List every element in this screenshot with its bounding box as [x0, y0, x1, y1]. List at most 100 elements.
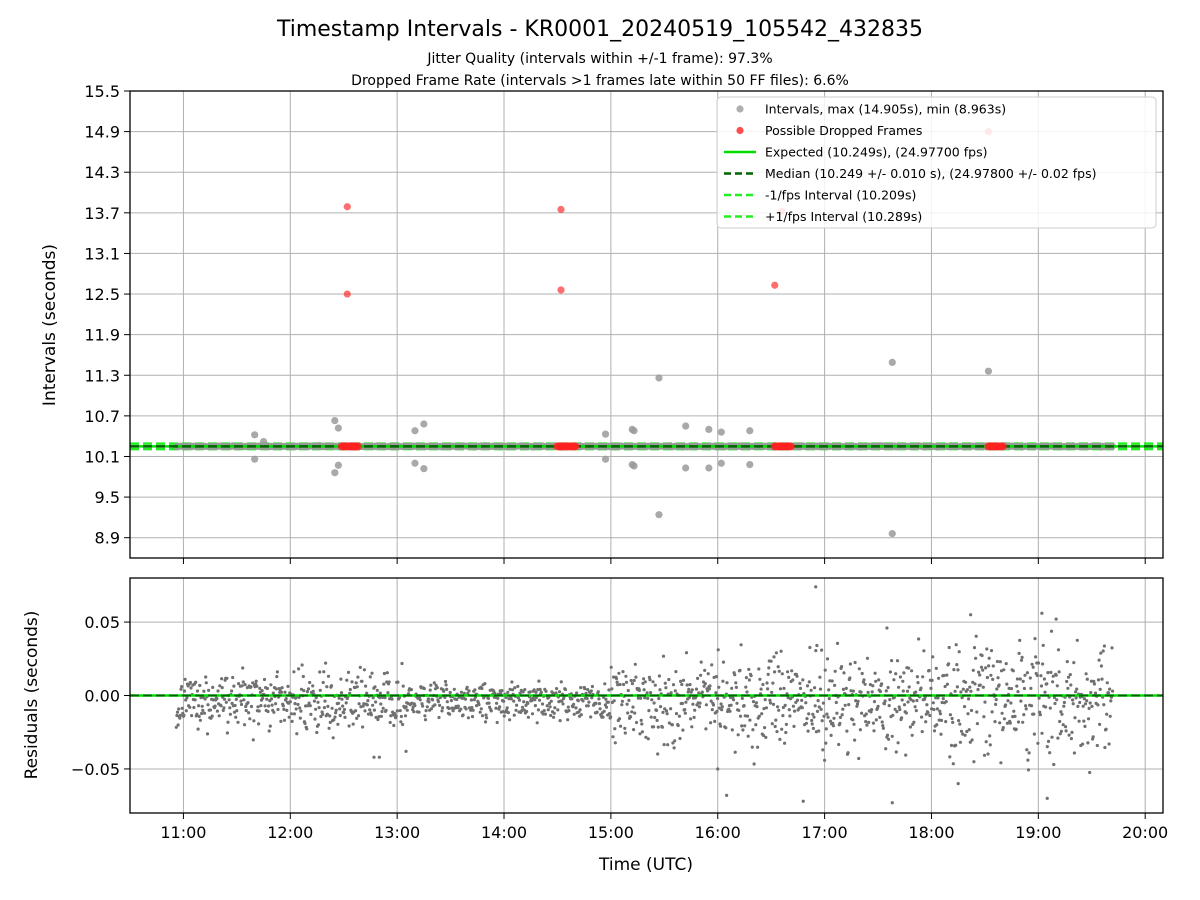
- residual-point: [175, 710, 180, 714]
- residual-point: [624, 680, 629, 684]
- residual-point: [566, 718, 570, 722]
- residual-point: [285, 708, 289, 713]
- residual-point: [941, 697, 945, 701]
- residual-point: [1042, 677, 1046, 681]
- residual-point: [706, 672, 710, 676]
- residual-point: [594, 701, 598, 706]
- residual-point: [333, 715, 337, 719]
- residual-point: [557, 690, 562, 694]
- residual-point: [242, 698, 246, 702]
- residuals-y-ticks: −0.05 0.00 0.05: [71, 613, 130, 779]
- residual-point: [429, 707, 433, 711]
- residual-point: [646, 696, 650, 701]
- intervals-y-tick-label: 9.5: [95, 488, 120, 507]
- residual-point: [480, 714, 485, 718]
- residual-point: [581, 699, 585, 703]
- residual-point: [1072, 661, 1076, 665]
- residual-point: [821, 748, 825, 752]
- residual-point: [601, 715, 605, 719]
- residuals-y-tick-label: −0.05: [71, 760, 120, 779]
- residual-point: [661, 654, 666, 658]
- residual-point: [851, 689, 856, 693]
- residual-point: [350, 680, 354, 684]
- residual-point: [951, 762, 955, 766]
- residual-point: [982, 715, 986, 719]
- residual-point: [925, 703, 929, 707]
- residual-point: [709, 721, 713, 725]
- residual-point: [878, 715, 882, 720]
- intervals-y-tick-label: 14.3: [84, 163, 120, 182]
- residual-point: [847, 703, 851, 707]
- residual-point: [978, 683, 982, 687]
- residuals-panel: −0.050.000.05 11:00 12:00 13:00 14:00 15:00 1…: [22, 577, 1168, 875]
- residual-point: [939, 732, 943, 736]
- residual-point: [980, 653, 984, 658]
- residual-point: [690, 725, 694, 729]
- residual-point: [338, 713, 342, 718]
- residual-point: [1027, 751, 1031, 755]
- residual-point: [754, 723, 758, 727]
- residual-point: [948, 755, 952, 759]
- residual-point: [983, 700, 987, 704]
- residual-point: [729, 703, 733, 707]
- residual-point: [703, 668, 707, 673]
- residual-point: [640, 722, 644, 726]
- residual-point: [733, 750, 737, 754]
- residual-point: [900, 716, 904, 720]
- residual-point: [750, 745, 754, 749]
- residual-point: [714, 675, 719, 679]
- residual-point: [1064, 729, 1068, 733]
- residual-point: [756, 745, 760, 749]
- residual-point: [340, 697, 344, 701]
- chart-title: Timestamp Intervals - KR0001_20240519_10…: [276, 17, 923, 42]
- residual-point: [863, 682, 867, 686]
- residual-point: [807, 680, 811, 684]
- residual-point: [1052, 762, 1056, 767]
- residual-point: [840, 713, 844, 717]
- residual-point: [848, 676, 852, 680]
- residual-point: [692, 715, 696, 720]
- residual-point: [528, 690, 532, 694]
- residual-point: [316, 700, 320, 704]
- residual-point: [639, 718, 643, 723]
- residual-point: [818, 675, 822, 679]
- residual-point: [409, 688, 413, 692]
- residual-point: [998, 721, 1002, 725]
- residual-point: [943, 684, 947, 689]
- residual-point: [512, 699, 516, 703]
- residual-point: [747, 667, 751, 672]
- residual-point: [1026, 758, 1030, 762]
- residual-point: [927, 668, 931, 673]
- residual-point: [1001, 726, 1005, 730]
- residual-point: [288, 700, 292, 704]
- residual-point: [640, 730, 645, 734]
- residual-point: [396, 680, 400, 684]
- residual-point: [783, 741, 787, 745]
- residual-point: [816, 699, 820, 703]
- residual-point: [780, 672, 784, 676]
- residual-point: [961, 687, 965, 691]
- residual-point: [228, 712, 232, 716]
- residual-point: [963, 733, 967, 737]
- residual-point: [848, 662, 853, 666]
- residual-point: [945, 682, 950, 686]
- residual-point: [681, 728, 685, 732]
- residual-point: [860, 671, 864, 676]
- residual-point: [485, 716, 489, 720]
- residual-point: [823, 668, 827, 672]
- residual-point: [197, 704, 201, 708]
- residual-point: [629, 715, 633, 719]
- residual-point: [975, 722, 980, 726]
- residual-point: [336, 701, 341, 705]
- residual-point: [268, 724, 272, 728]
- residual-point: [974, 656, 978, 660]
- residual-point: [744, 685, 748, 689]
- residual-point: [659, 705, 663, 709]
- residual-point: [994, 698, 998, 702]
- residual-point: [1050, 735, 1054, 739]
- residual-point: [955, 685, 960, 689]
- residual-point: [1097, 658, 1101, 662]
- residual-point: [619, 724, 623, 728]
- residual-point: [773, 724, 777, 729]
- x-tick-label: 12:00: [267, 823, 313, 842]
